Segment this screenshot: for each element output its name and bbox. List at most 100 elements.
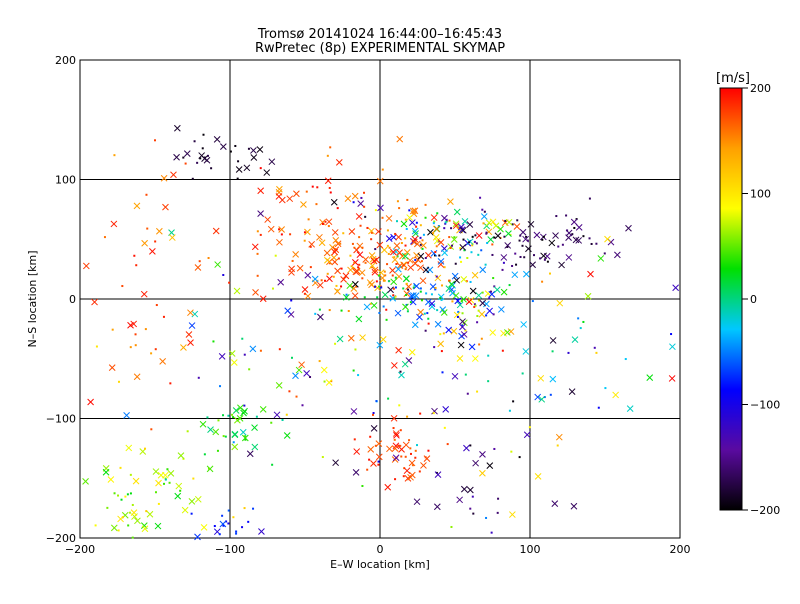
data-point-cross [390, 233, 397, 241]
data-point-dot [336, 207, 339, 210]
data-point-dot [222, 524, 225, 527]
data-point-dot [202, 133, 205, 136]
data-point-dot [457, 298, 460, 301]
data-point-dot [389, 250, 392, 253]
data-point-dot [514, 252, 517, 255]
data-point-cross [134, 517, 141, 525]
data-point-cross [344, 195, 352, 202]
data-point-cross [456, 496, 464, 504]
data-point-cross [246, 450, 254, 458]
data-point-dot [555, 215, 558, 218]
data-point-cross [558, 261, 565, 269]
data-point-cross [385, 215, 393, 222]
data-point-dot [427, 317, 430, 320]
data-point-dot [420, 299, 423, 302]
data-point-cross [417, 308, 424, 316]
data-point-cross [391, 256, 399, 264]
data-point-cross [412, 230, 420, 237]
data-point-dot [256, 252, 259, 255]
data-point-dot [510, 450, 513, 453]
data-point-cross [513, 223, 521, 230]
data-point-cross [377, 204, 384, 212]
data-point-dot [543, 258, 546, 261]
data-point-dot [430, 293, 433, 296]
data-point-dot [387, 252, 390, 255]
data-point-dot [231, 413, 234, 416]
data-point-dot [413, 284, 416, 287]
data-point-cross [479, 299, 486, 307]
data-point-dot [526, 239, 529, 242]
data-point-dot [303, 239, 306, 242]
data-point-cross [437, 258, 445, 265]
data-point-dot [478, 343, 481, 346]
data-point-dot [475, 242, 478, 245]
data-point-cross [471, 355, 479, 362]
data-point-dot [512, 400, 515, 403]
data-point-dot [463, 249, 466, 252]
data-point-dot [199, 157, 202, 160]
data-point-dot [121, 285, 124, 288]
data-point-dot [372, 411, 375, 414]
data-point-cross [324, 256, 331, 264]
data-point-dot [427, 322, 430, 325]
data-point-cross [348, 228, 356, 235]
data-point-cross [319, 218, 326, 226]
data-point-dot [595, 351, 598, 354]
data-point-cross [251, 424, 258, 431]
data-point-dot [469, 444, 472, 447]
data-point-dot [241, 526, 244, 529]
data-point-cross [275, 381, 283, 389]
data-point-dot [342, 232, 345, 235]
data-point-dot [217, 419, 220, 422]
y-tick-label: −100 [46, 413, 76, 426]
data-point-dot [289, 233, 292, 236]
data-point-cross [107, 476, 115, 483]
data-point-cross [376, 177, 384, 185]
data-point-dot [131, 503, 134, 506]
data-point-cross [584, 292, 592, 300]
data-point-dot [435, 275, 438, 278]
data-point-cross [489, 329, 497, 336]
data-point-dot [145, 193, 148, 196]
data-point-cross [450, 236, 458, 243]
data-point-cross [212, 428, 220, 436]
data-point-dot [393, 297, 396, 300]
data-point-cross [180, 344, 187, 351]
data-point-dot [497, 497, 500, 500]
data-point-cross [422, 266, 430, 274]
data-point-dot [274, 254, 277, 257]
data-point-dot [432, 222, 435, 225]
data-point-dot [469, 507, 472, 510]
data-point-dot [433, 346, 436, 349]
data-point-cross [351, 259, 359, 266]
data-point-cross [356, 251, 364, 259]
data-point-dot [270, 421, 273, 424]
data-point-dot [485, 516, 488, 519]
data-point-cross [408, 219, 416, 226]
data-point-dot [309, 266, 312, 269]
data-point-cross [409, 207, 417, 215]
data-point-dot [237, 160, 240, 163]
data-point-dot [210, 167, 213, 170]
data-point-dot [425, 292, 428, 295]
data-point-cross [304, 292, 312, 300]
data-point-dot [318, 360, 321, 363]
data-point-dot [385, 318, 388, 321]
x-tick-label: 100 [520, 543, 541, 556]
data-point-cross [534, 393, 542, 401]
data-point-dot [404, 455, 407, 458]
data-point-dot [352, 267, 355, 270]
data-point-dot [203, 453, 206, 456]
data-point-dot [582, 235, 585, 238]
data-point-dot [441, 284, 444, 287]
data-point-cross [463, 444, 470, 452]
data-point-cross [486, 462, 494, 469]
data-point-dot [363, 191, 366, 194]
data-point-cross [267, 225, 275, 233]
data-point-cross [396, 249, 403, 256]
data-point-cross [394, 309, 402, 317]
data-point-dot [399, 444, 402, 447]
data-point-cross [356, 242, 364, 250]
data-point-dot [326, 154, 329, 157]
data-point-dot [377, 274, 380, 277]
